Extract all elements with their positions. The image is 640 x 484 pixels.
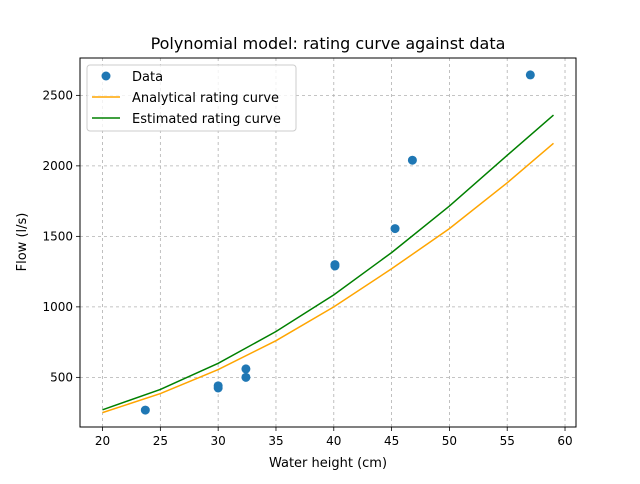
ticks: 20 25 30 35 40 45 50 55 60 500 1000 1500 2000 2500 — [42, 88, 572, 448]
data-point — [241, 364, 251, 374]
legend-box — [86, 64, 297, 132]
x-tick-label: 50 — [442, 434, 457, 448]
y-tick-label: 500 — [50, 370, 73, 384]
legend-marker-data — [101, 71, 111, 81]
x-tick-label: 55 — [500, 434, 515, 448]
legend-label-analytical: Analytical rating curve — [132, 91, 279, 106]
legend-label-data: Data — [132, 70, 163, 85]
y-tick-label: 1500 — [42, 229, 73, 243]
y-tick-label: 2000 — [42, 159, 73, 173]
x-tick-label: 40 — [326, 434, 341, 448]
analytical-curve-line — [102, 142, 554, 414]
data-point — [390, 224, 400, 234]
x-tick-label: 60 — [557, 434, 572, 448]
data-point — [525, 70, 535, 80]
data-point — [140, 405, 150, 415]
data-points — [140, 70, 535, 415]
estimated-curve-line — [102, 114, 554, 411]
x-tick-label: 20 — [95, 434, 110, 448]
plot-frame — [79, 57, 577, 428]
x-tick-label: 45 — [384, 434, 399, 448]
x-tick-label: 35 — [268, 434, 283, 448]
legend-label-estimated: Estimated rating curve — [132, 112, 281, 127]
data-point — [330, 260, 340, 270]
data-point — [407, 155, 417, 165]
y-tick-label: 2500 — [42, 88, 73, 102]
y-axis-label: Flow (l/s) — [15, 213, 30, 272]
chart-title: Polynomial model: rating curve against d… — [151, 34, 506, 53]
y-tick-label: 1000 — [42, 300, 73, 314]
x-tick-label: 25 — [153, 434, 168, 448]
data-point — [241, 372, 251, 382]
x-tick-label: 30 — [211, 434, 226, 448]
data-point — [213, 381, 223, 391]
legend: Data Analytical rating curve Estimated r… — [86, 64, 297, 132]
x-axis-label: Water height (cm) — [269, 456, 387, 471]
curves — [102, 114, 554, 414]
